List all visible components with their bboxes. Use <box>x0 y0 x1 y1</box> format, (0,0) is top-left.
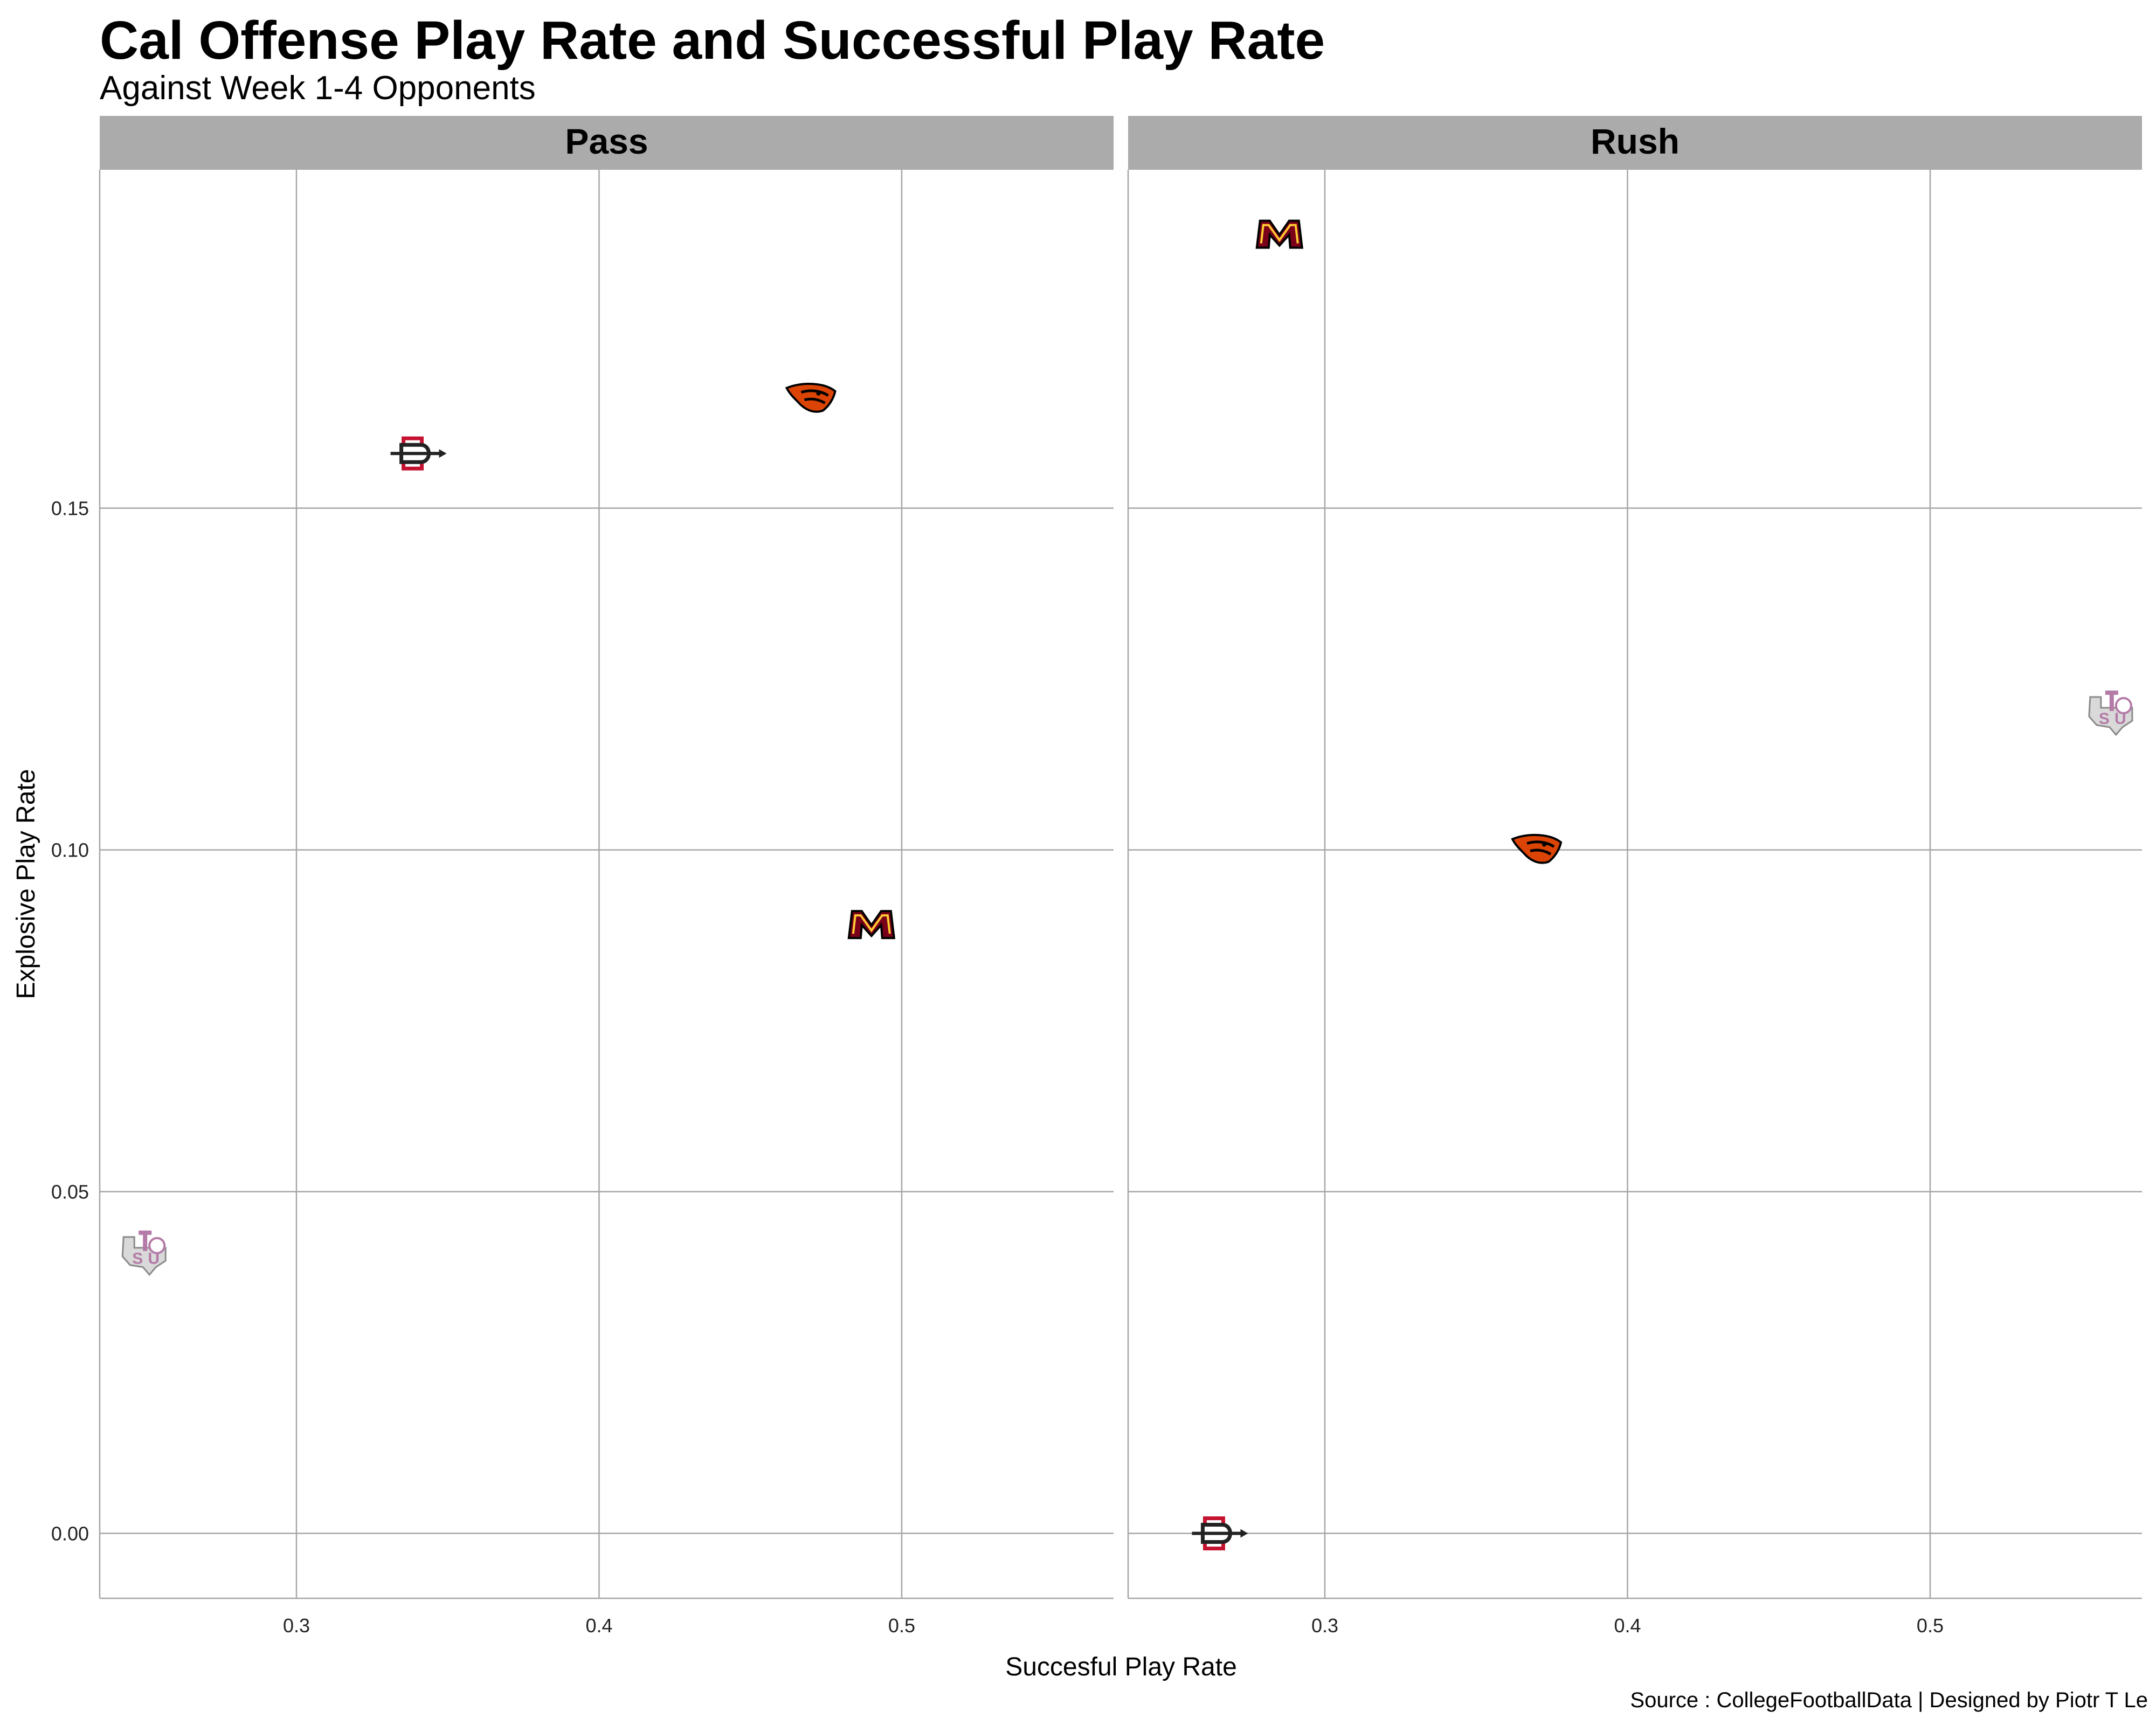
y-tick-label: 0.15 <box>51 498 89 520</box>
y-tick-label: 0.05 <box>51 1181 89 1203</box>
svg-text:S: S <box>132 1250 143 1268</box>
facet-strip <box>100 116 1114 170</box>
minnesota-logo <box>1255 219 1304 249</box>
facet-label: Pass <box>565 121 648 161</box>
svg-text:U: U <box>148 1250 160 1268</box>
panel-pass: Pass 0.3 0.4 0.5 S U <box>99 116 1114 1637</box>
chart-subtitle: Against Week 1-4 Opponents <box>100 70 536 107</box>
minnesota-logo <box>847 910 896 940</box>
sdsu-logo <box>1192 1516 1248 1551</box>
x-tick-label: 0.5 <box>1917 1614 1944 1637</box>
panel-rush: Rush 0.3 0.4 0.5 S U <box>1127 116 2142 1637</box>
facet-strip <box>1128 116 2142 170</box>
x-tick-label: 0.4 <box>585 1614 612 1637</box>
x-tick-label: 0.3 <box>1311 1614 1338 1637</box>
svg-text:U: U <box>2114 710 2126 728</box>
y-tick-label: 0.10 <box>51 839 89 861</box>
x-tick-label: 0.4 <box>1614 1614 1641 1637</box>
y-tick-label: 0.00 <box>51 1523 89 1545</box>
sdsu-logo <box>390 436 447 471</box>
oregon-state-logo <box>785 383 837 413</box>
x-axis-title: Succesful Play Rate <box>1005 1653 1237 1681</box>
svg-text:S: S <box>2099 710 2110 728</box>
y-axis-title: Explosive Play Rate <box>12 769 40 999</box>
oregon-state-logo <box>1511 833 1563 864</box>
x-tick-label: 0.5 <box>888 1614 915 1637</box>
chart-caption: Source : CollegeFootballData | Designed … <box>1630 1688 2148 1712</box>
chart-title: Cal Offense Play Rate and Successful Pla… <box>100 10 1325 71</box>
facet-label: Rush <box>1591 121 1680 161</box>
x-tick-label: 0.3 <box>283 1614 310 1637</box>
